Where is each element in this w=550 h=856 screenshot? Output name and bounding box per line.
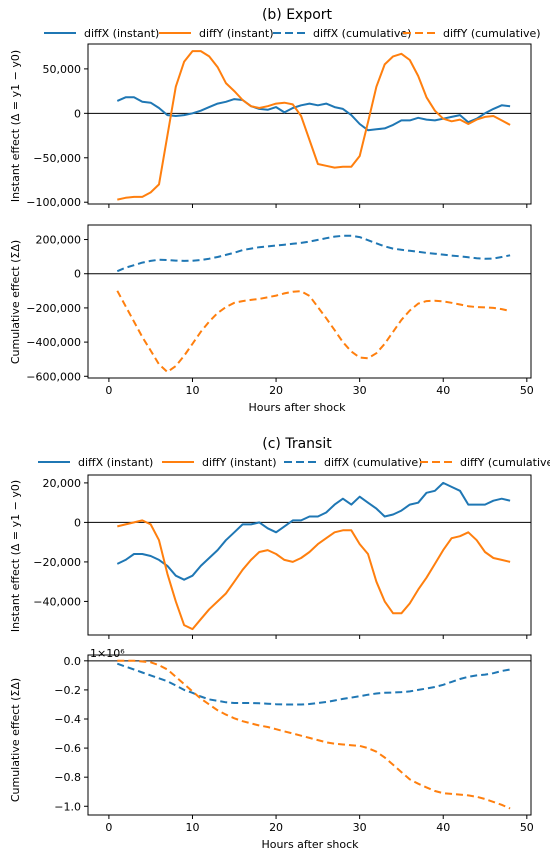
y-tick-label: −100,000 [26, 196, 81, 209]
y-tick-label: −400,000 [26, 336, 81, 349]
x-tick-label: 20 [269, 821, 283, 834]
series-line-diffx-cumulative [116, 234, 511, 273]
y-tick-label: 0 [74, 107, 81, 120]
x-tick-label: 40 [436, 384, 450, 397]
series-line-diffy-instant [117, 50, 511, 201]
legend-export: diffX (instant) diffY (instant) diffX (c… [44, 27, 541, 40]
y-tick-label: 0 [74, 516, 81, 529]
legend-label-diffy-instant: diffY (instant) [202, 456, 277, 469]
x-axis-label-export: Hours after shock [248, 401, 346, 414]
y-tick-label: −0.2 [54, 684, 81, 697]
y-tick-label: −40,000 [33, 595, 81, 608]
series-line-diffx-cumulative [116, 662, 511, 706]
panel-transit-cumulative: −1.0 −0.8 −0.6 −0.4 −0.2 0.0 0 10 20 30 40 50 [54, 654, 534, 834]
y-tick-label: −200,000 [26, 302, 81, 315]
y-tick-label: −0.8 [54, 771, 81, 784]
y-axis-label-export-instant: Instant effect (Δ = y1 − y0) [9, 50, 22, 202]
x-tick-label: 50 [520, 384, 534, 397]
legend-transit: diffX (instant) diffY (instant) diffX (c… [38, 456, 550, 469]
series-line-diffy-cumulative [116, 290, 511, 373]
y-axis-label-export-cumulative: Cumulative effect (ΣΔ) [9, 240, 22, 364]
y-tick-label: 200,000 [36, 234, 82, 247]
y-tick-label: −50,000 [33, 152, 81, 165]
y-tick-label: −0.6 [54, 742, 81, 755]
y-axis-label-transit-cumulative: Cumulative effect (ΣΔ) [9, 678, 22, 802]
y-tick-label: 50,000 [43, 63, 82, 76]
plot-frame [87, 654, 532, 816]
legend-label-diffx-cumulative: diffX (cumulative) [313, 27, 411, 40]
x-tick-label: 10 [185, 384, 199, 397]
panel-transit-instant: −40,000 −20,000 0 20,000 [33, 474, 532, 639]
y-tick-label: 0 [74, 268, 81, 281]
chart-title-transit: (c) Transit [262, 436, 332, 452]
y-tick-label: 0.0 [64, 655, 82, 668]
x-tick-label: 40 [436, 821, 450, 834]
legend-label-diffy-cumulative: diffY (cumulative) [460, 456, 550, 469]
y-tick-label: −1.0 [54, 800, 81, 813]
x-axis-label-transit: Hours after shock [261, 838, 359, 851]
x-tick-label: 0 [105, 384, 112, 397]
plot-frame [87, 474, 532, 636]
legend-label-diffy-instant: diffY (instant) [199, 27, 274, 40]
y-axis-offset-label: 1×10⁶ [90, 647, 125, 660]
chart-title-export: (b) Export [262, 7, 333, 23]
panel-export-cumulative: −600,000 −400,000 −200,000 0 200,000 0 10 20 30 4… [26, 224, 534, 397]
x-tick-label: 30 [353, 821, 367, 834]
plot-frame [87, 224, 532, 379]
series-line-diffy-instant [117, 519, 511, 631]
x-tick-label: 10 [185, 821, 199, 834]
legend-label-diffx-instant: diffX (instant) [84, 27, 159, 40]
legend-label-diffy-cumulative: diffY (cumulative) [443, 27, 541, 40]
legend-label-diffx-cumulative: diffX (cumulative) [324, 456, 422, 469]
y-tick-label: 20,000 [43, 477, 82, 490]
legend-label-diffx-instant: diffX (instant) [78, 456, 153, 469]
x-tick-label: 50 [520, 821, 534, 834]
y-axis-label-transit-instant: Instant effect (Δ = y1 − y0) [9, 480, 22, 632]
y-tick-label: −0.4 [54, 713, 81, 726]
series-line-diffx-instant [116, 481, 511, 581]
panel-export-instant: −100,000 −50,000 0 50,000 [26, 43, 532, 209]
y-tick-label: −600,000 [26, 370, 81, 383]
x-tick-label: 30 [353, 384, 367, 397]
series-line-diffy-cumulative [117, 659, 511, 810]
plot-frame [87, 43, 532, 205]
x-tick-label: 20 [269, 384, 283, 397]
y-tick-label: −20,000 [33, 556, 81, 569]
x-tick-label: 0 [105, 821, 112, 834]
